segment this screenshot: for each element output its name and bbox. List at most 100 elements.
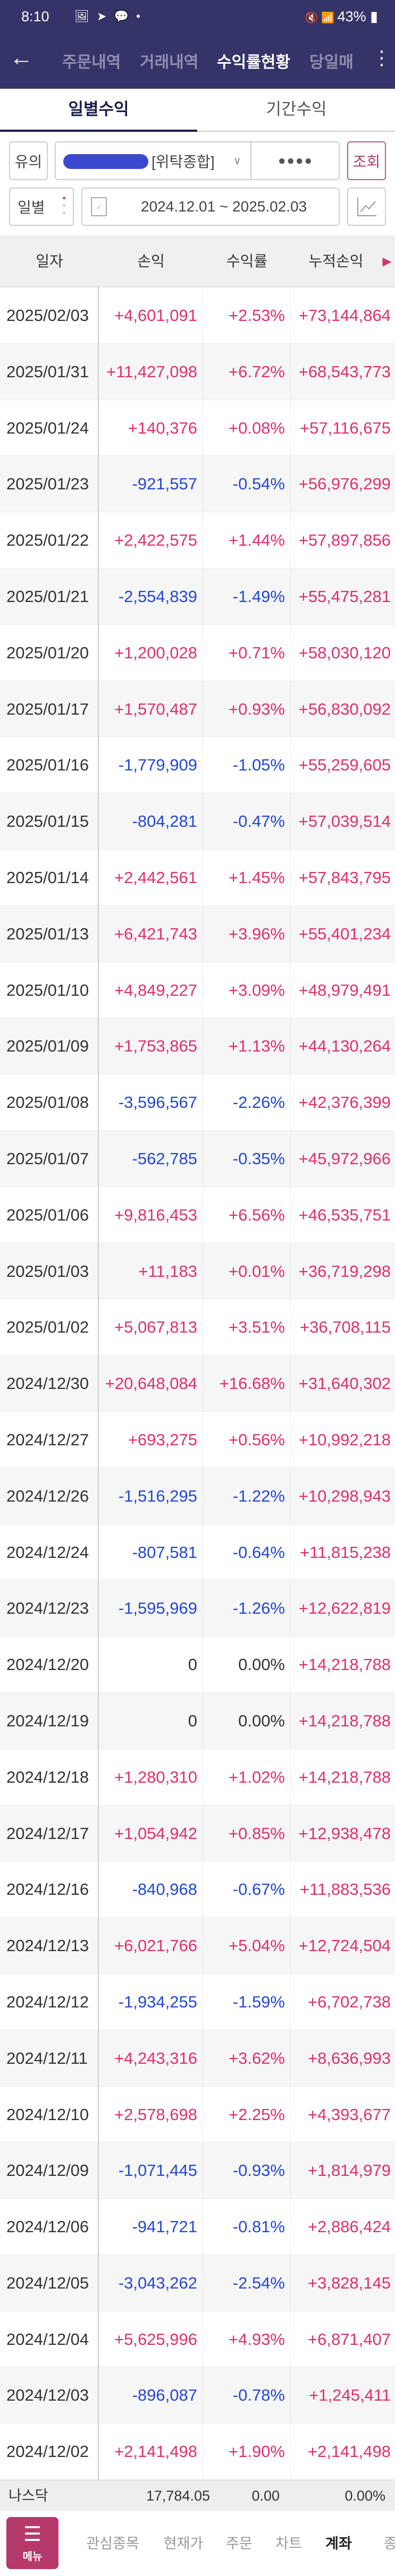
column-header-rate: 수익률 <box>226 253 268 269</box>
scroll-right-arrow-icon[interactable]: ▶ <box>382 255 392 268</box>
tab-period-return[interactable]: 기간수익 <box>266 100 327 118</box>
cell-date: 2025/01/13 <box>0 905 99 962</box>
table-row[interactable]: 2024/12/23 -1,595,969 -1.26% +12,622,819 <box>0 1580 395 1637</box>
index-ticker[interactable]: 나스닥 17,784.05 0.00 0.00% <box>0 2480 395 2511</box>
cell-date: 2024/12/23 <box>0 1580 99 1637</box>
table-row[interactable]: 2025/01/21 -2,554,839 -1.49% +55,475,281 <box>0 568 395 625</box>
cell-rate: +1.45% <box>203 849 291 906</box>
account-select[interactable]: [위탁종합] ∨ ●●●● <box>55 141 340 180</box>
table-row[interactable]: 2024/12/30 +20,648,084 +16.68% +31,640,302 <box>0 1355 395 1412</box>
table-row[interactable]: 2025/01/16 -1,779,909 -1.05% +55,259,605 <box>0 737 395 794</box>
cell-profit: -562,785 <box>99 1130 203 1187</box>
table-row[interactable]: 2025/02/03 +4,601,091 +2.53% +73,144,864 <box>0 287 395 344</box>
table-row[interactable]: 2024/12/10 +2,578,698 +2.25% +4,393,677 <box>0 2086 395 2143</box>
cell-profit: -807,581 <box>99 1524 203 1581</box>
back-arrow-icon[interactable]: ← <box>10 45 33 71</box>
table-row[interactable]: 2024/12/18 +1,280,310 +1.02% +14,218,788 <box>0 1749 395 1806</box>
cell-profit: +9,816,453 <box>99 1187 203 1243</box>
cell-cumulative: +55,401,234 <box>298 924 391 943</box>
table-row[interactable]: 2025/01/09 +1,753,865 +1.13% +44,130,264 <box>0 1018 395 1075</box>
table-row[interactable]: 2024/12/24 -807,581 -0.64% +11,815,238 <box>0 1524 395 1581</box>
cell-profit: +1,200,028 <box>99 624 203 681</box>
stepper-dots-icon: ● ● ● <box>62 194 66 216</box>
nav-tab-trade-history[interactable]: 거래내역 <box>140 54 199 71</box>
calendar-icon: ✓ <box>91 197 107 216</box>
cell-cumulative: +10,992,218 <box>298 1430 391 1449</box>
cell-cumulative: +44,130,264 <box>298 1037 391 1056</box>
table-row[interactable]: 2025/01/20 +1,200,028 +0.71% +58,030,120 <box>0 624 395 681</box>
menu-button[interactable]: ☰ 메뉴 <box>6 2517 58 2569</box>
nav-tab-same-day[interactable]: 당일매 <box>309 54 354 71</box>
table-row[interactable]: 2025/01/22 +2,422,575 +1.44% +57,897,856 <box>0 512 395 569</box>
table-row[interactable]: 2025/01/23 -921,557 -0.54% +56,976,299 <box>0 456 395 513</box>
table-row[interactable]: 2025/01/24 +140,376 +0.08% +57,116,675 <box>0 400 395 456</box>
bottom-nav-current-price[interactable]: 현재가 <box>163 2536 204 2552</box>
table-row[interactable]: 2025/01/13 +6,421,743 +3.96% +55,401,234 <box>0 905 395 962</box>
account-type-select[interactable]: 유의 <box>9 141 48 180</box>
table-row[interactable]: 2025/01/02 +5,067,813 +3.51% +36,708,115 <box>0 1299 395 1356</box>
cell-rate: -0.35% <box>203 1130 291 1187</box>
hamburger-icon: ☰ <box>23 2523 42 2546</box>
table-row[interactable]: 2025/01/06 +9,816,453 +6.56% +46,535,751 <box>0 1187 395 1243</box>
table-row[interactable]: 2024/12/03 -896,087 -0.78% +1,245,411 <box>0 2367 395 2424</box>
cell-cumulative: +55,475,281 <box>298 587 391 606</box>
tab-daily-return[interactable]: 일별수익 <box>0 89 197 132</box>
table-row[interactable]: 2025/01/10 +4,849,227 +3.09% +48,979,491 <box>0 962 395 1019</box>
cell-rate: +3.51% <box>203 1299 291 1356</box>
cell-cumulative: +48,979,491 <box>298 980 391 999</box>
nav-tab-order-history[interactable]: 주문내역 <box>62 54 121 71</box>
table-row[interactable]: 2024/12/26 -1,516,295 -1.22% +10,298,943 <box>0 1468 395 1524</box>
bottom-nav-account[interactable]: 계좌 <box>325 2536 352 2552</box>
cell-rate: +3.62% <box>203 2030 291 2087</box>
period-type-select[interactable]: 일별 ● ● ● <box>9 188 74 226</box>
cell-profit: -1,516,295 <box>99 1468 203 1524</box>
cell-date: 2025/01/02 <box>0 1299 99 1356</box>
cell-date: 2025/01/06 <box>0 1187 99 1243</box>
cell-date: 2024/12/12 <box>0 1973 99 2030</box>
cell-profit: +2,578,698 <box>99 2086 203 2143</box>
table-row[interactable]: 2024/12/12 -1,934,255 -1.59% +6,702,738 <box>0 1973 395 2030</box>
cell-cumulative: +11,815,238 <box>300 1543 391 1562</box>
table-row[interactable]: 2025/01/08 -3,596,567 -2.26% +42,376,399 <box>0 1074 395 1131</box>
cell-cumulative: +55,259,605 <box>298 756 391 775</box>
cell-cumulative: +57,897,856 <box>298 531 391 550</box>
table-row[interactable]: 2024/12/02 +2,141,498 +1.90% +2,141,498 <box>0 2424 395 2480</box>
table-row[interactable]: 2024/12/05 -3,043,262 -2.54% +3,828,145 <box>0 2255 395 2311</box>
table-row[interactable]: 2025/01/15 -804,281 -0.47% +57,039,514 <box>0 793 395 850</box>
table-row[interactable]: 2024/12/19 0 0.00% +14,218,788 <box>0 1692 395 1749</box>
table-row[interactable]: 2025/01/31 +11,427,098 +6.72% +68,543,773 <box>0 343 395 400</box>
query-button[interactable]: 조회 <box>347 141 386 180</box>
cell-date: 2024/12/02 <box>0 2424 99 2480</box>
table-row[interactable]: 2024/12/16 -840,968 -0.67% +11,883,536 <box>0 1861 395 1918</box>
table-row[interactable]: 2024/12/06 -941,721 -0.81% +2,886,424 <box>0 2199 395 2255</box>
table-row[interactable]: 2024/12/27 +693,275 +0.56% +10,992,218 <box>0 1411 395 1468</box>
table-row[interactable]: 2025/01/03 +11,183 +0.01% +36,719,298 <box>0 1243 395 1300</box>
table-row[interactable]: 2024/12/13 +6,021,766 +5.04% +12,724,504 <box>0 1918 395 1974</box>
bottom-nav-more[interactable]: 종 <box>384 2536 395 2552</box>
chart-view-button[interactable] <box>347 188 386 226</box>
cell-date: 2024/12/06 <box>0 2199 99 2255</box>
table-row[interactable]: 2025/01/17 +1,570,487 +0.93% +56,830,092 <box>0 681 395 738</box>
bottom-nav-chart[interactable]: 차트 <box>275 2536 302 2552</box>
table-row[interactable]: 2024/12/20 0 0.00% +14,218,788 <box>0 1637 395 1693</box>
table-row[interactable]: 2024/12/09 -1,071,445 -0.93% +1,814,979 <box>0 2142 395 2199</box>
app-header: 8:10 🖼 ➤ 💬 • 🔇 📶 43% ▮ ← 주문내역 거래내역 수익률현황… <box>0 0 395 89</box>
cell-cumulative: +45,972,966 <box>298 1149 391 1168</box>
cell-rate: +5.04% <box>203 1918 291 1974</box>
nav-tab-return-status[interactable]: 수익률현황 <box>217 54 290 71</box>
table-row[interactable]: 2024/12/04 +5,625,996 +4.93% +6,871,407 <box>0 2311 395 2368</box>
bottom-nav-order[interactable]: 주문 <box>226 2536 253 2552</box>
table-row[interactable]: 2025/01/07 -562,785 -0.35% +45,972,966 <box>0 1130 395 1187</box>
table-row[interactable]: 2025/01/14 +2,442,561 +1.45% +57,843,795 <box>0 849 395 906</box>
cell-profit: +6,421,743 <box>99 905 203 962</box>
more-vertical-icon[interactable]: ⋮ <box>372 47 391 69</box>
table-row[interactable]: 2024/12/11 +4,243,316 +3.62% +8,636,993 <box>0 2030 395 2087</box>
cell-date: 2024/12/11 <box>0 2030 99 2087</box>
cell-rate: -0.78% <box>203 2367 291 2424</box>
bottom-nav-watchlist[interactable]: 관심종목 <box>86 2536 139 2552</box>
date-range-field[interactable]: ✓ 2024.12.01 ~ 2025.02.03 <box>81 188 340 226</box>
cell-cumulative: +31,640,302 <box>298 1374 391 1393</box>
cell-cumulative: +6,871,407 <box>307 2329 391 2349</box>
password-field[interactable]: ●●●● <box>250 142 340 179</box>
table-row[interactable]: 2024/12/17 +1,054,942 +0.85% +12,938,478 <box>0 1805 395 1862</box>
